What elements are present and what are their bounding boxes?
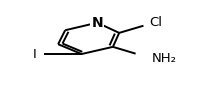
Text: I: I <box>33 48 37 61</box>
Text: N: N <box>92 16 103 30</box>
Text: NH₂: NH₂ <box>152 52 177 65</box>
Text: Cl: Cl <box>150 16 163 29</box>
